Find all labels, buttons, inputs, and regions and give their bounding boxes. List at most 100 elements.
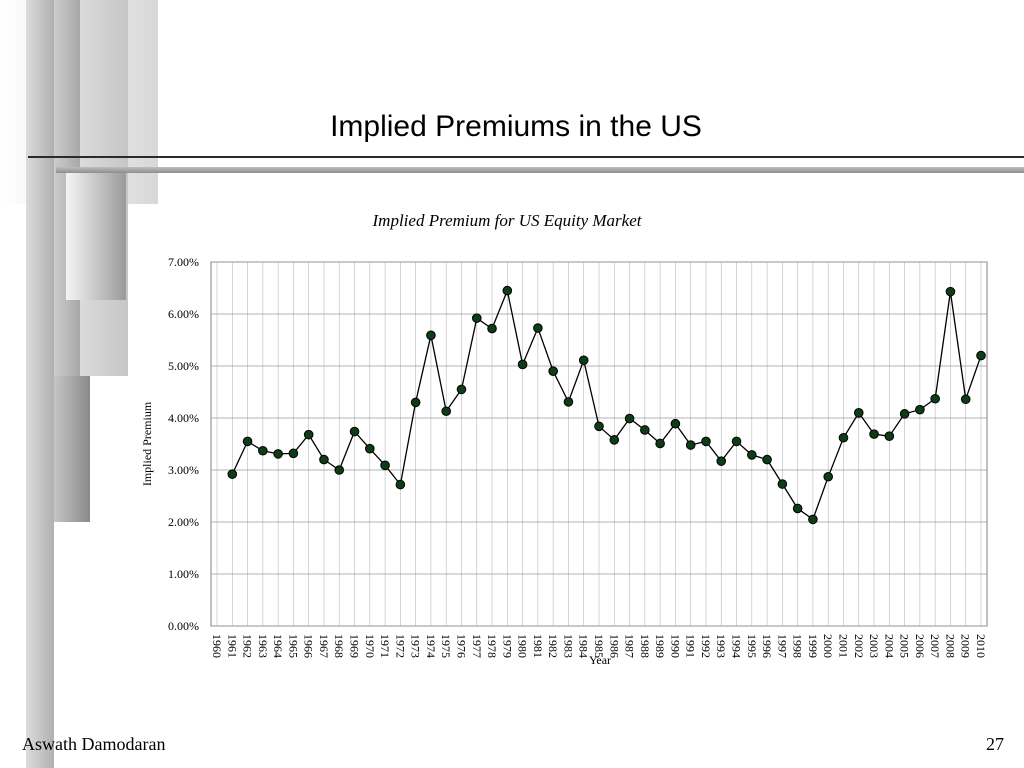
data-point xyxy=(242,436,253,447)
x-tick-label: 2001 xyxy=(836,634,850,658)
data-point xyxy=(884,431,895,442)
y-tick-label: 0.00% xyxy=(168,619,199,633)
data-point xyxy=(563,397,574,407)
x-tick-label: 1968 xyxy=(332,634,346,658)
data-point xyxy=(838,432,849,443)
data-point xyxy=(976,350,986,361)
x-tick-label: 1966 xyxy=(302,634,316,658)
data-point xyxy=(869,429,879,439)
x-tick-label: 1995 xyxy=(745,634,759,658)
x-tick-label: 2009 xyxy=(959,634,973,658)
x-tick-label: 1989 xyxy=(653,634,667,658)
x-tick-label: 1985 xyxy=(592,634,606,658)
title-rule-dark xyxy=(28,156,1024,158)
data-point xyxy=(273,449,283,459)
x-tick-label: 1993 xyxy=(714,634,728,658)
data-point xyxy=(517,359,528,370)
slide-title: Implied Premiums in the US xyxy=(330,110,702,143)
x-tick-label: 1961 xyxy=(225,634,239,658)
data-point xyxy=(303,429,314,440)
data-point xyxy=(227,469,238,479)
y-tick-label: 6.00% xyxy=(168,307,199,321)
data-point xyxy=(762,454,772,465)
data-point xyxy=(930,393,940,404)
data-point xyxy=(533,323,543,333)
x-tick-label: 2005 xyxy=(898,634,912,658)
y-tick-label: 4.00% xyxy=(168,411,199,425)
data-point xyxy=(441,406,452,417)
data-point xyxy=(288,448,299,459)
data-point xyxy=(487,323,497,334)
title-rule-light xyxy=(56,167,1024,173)
data-point xyxy=(670,418,681,429)
chart-title: Implied Premium for US Equity Market xyxy=(372,211,642,230)
decor-bar-4 xyxy=(66,170,126,300)
x-tick-label: 1978 xyxy=(485,634,499,658)
data-point xyxy=(655,438,665,449)
x-tick-label: 2006 xyxy=(913,634,927,658)
x-tick-label: 2003 xyxy=(867,634,881,658)
decor-bar-6 xyxy=(26,0,54,768)
x-tick-label: 2000 xyxy=(821,634,835,658)
data-point xyxy=(747,450,757,460)
x-tick-label: 2004 xyxy=(882,634,896,658)
x-tick-label: 1981 xyxy=(531,634,545,658)
data-point xyxy=(960,394,971,405)
x-tick-label: 1997 xyxy=(775,634,789,658)
x-tick-label: 1986 xyxy=(607,634,621,658)
x-tick-label: 1988 xyxy=(638,634,652,658)
y-tick-label: 3.00% xyxy=(168,463,199,477)
x-tick-label: 1963 xyxy=(256,634,270,658)
x-tick-label: 1960 xyxy=(210,634,224,658)
data-point xyxy=(471,313,482,323)
data-point xyxy=(410,397,421,408)
x-tick-label: 1983 xyxy=(561,634,575,658)
x-tick-label: 1990 xyxy=(668,634,682,658)
data-point xyxy=(349,426,360,437)
x-tick-label: 1969 xyxy=(348,634,362,658)
data-point xyxy=(792,503,803,514)
y-tick-label: 2.00% xyxy=(168,515,199,529)
x-tick-label: 1982 xyxy=(546,634,560,658)
x-tick-label: 2010 xyxy=(974,634,988,658)
x-tick-label: 1980 xyxy=(516,634,530,658)
x-tick-label: 1991 xyxy=(684,634,698,658)
data-point xyxy=(640,425,650,435)
data-point xyxy=(823,471,834,482)
data-point xyxy=(578,355,589,366)
data-point xyxy=(685,440,696,450)
data-point xyxy=(853,408,864,418)
y-tick-label: 1.00% xyxy=(168,567,199,581)
x-tick-label: 2008 xyxy=(943,634,957,658)
x-tick-label: 1994 xyxy=(730,634,744,658)
data-point xyxy=(716,456,727,466)
x-tick-label: 1977 xyxy=(470,634,484,658)
x-tick-label: 2007 xyxy=(928,634,942,658)
y-tick-label: 5.00% xyxy=(168,359,199,373)
data-point xyxy=(380,460,390,471)
x-tick-label: 1975 xyxy=(439,634,453,658)
x-tick-label: 1999 xyxy=(806,634,820,658)
data-point xyxy=(594,421,604,432)
x-tick-label: 1996 xyxy=(760,634,774,658)
data-point xyxy=(777,479,788,489)
x-tick-label: 1979 xyxy=(500,634,514,658)
data-point xyxy=(731,436,742,447)
data-point xyxy=(426,330,436,341)
data-point xyxy=(945,286,956,297)
data-point xyxy=(548,366,558,377)
x-tick-label: 1976 xyxy=(454,634,468,658)
data-point xyxy=(258,445,268,456)
footer-author: Aswath Damodaran xyxy=(22,734,166,754)
data-point xyxy=(808,514,818,525)
x-tick-label: 1965 xyxy=(286,634,300,658)
data-point xyxy=(502,285,513,296)
y-tick-label: 7.00% xyxy=(168,255,199,269)
data-point xyxy=(899,409,910,419)
x-tick-label: 1970 xyxy=(363,634,377,658)
page-number: 27 xyxy=(986,734,1004,754)
data-point xyxy=(395,479,406,490)
data-point xyxy=(334,465,345,475)
x-axis-label: Year xyxy=(589,653,611,667)
